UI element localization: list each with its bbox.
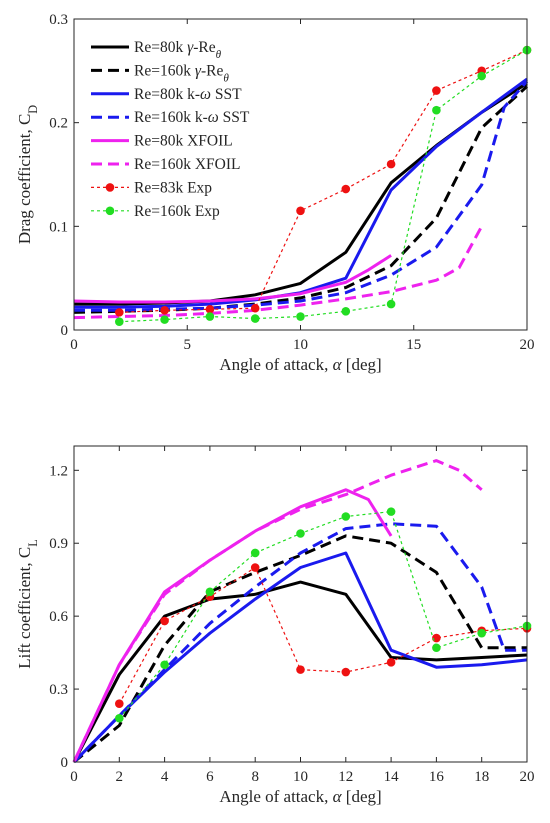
data-point [296,206,305,216]
x-tick-label: 15 [406,337,421,353]
legend-label: Re=160k γ-Reθ [134,62,229,84]
data-point [386,658,396,667]
data-point [386,159,396,169]
series-group [72,459,532,764]
x-tick-label: 20 [520,337,535,353]
series-line-4 [73,254,392,304]
data-point [477,628,487,638]
x-tick-label: 10 [293,337,308,353]
legend-label: Re=80k k-ω SST [134,86,242,103]
data-point [160,616,169,626]
series-line-4 [72,488,393,763]
series-line-5 [73,225,484,320]
data-point [432,105,441,115]
data-point [250,303,260,313]
x-tick-label: 0 [70,337,78,353]
legend-label: Re=80k γ-Reθ [134,39,222,61]
data-point [477,71,487,81]
x-tick-label: 14 [384,769,400,785]
x-axis-label: Angle of attack, α [deg] [219,355,381,374]
y-tick-label: 0.9 [49,536,68,552]
axes-box [73,445,528,763]
chart-panel-drag: 0 5 10 15 20 0 0.1 0.2 0.3 Angle of attack, α [de… [15,12,535,374]
data-point [205,587,215,597]
legend-label: Re=83k Exp [134,179,212,196]
data-point [115,308,124,317]
y-tick-label: 0.1 [49,219,68,235]
legend-label: Re=160k Exp [134,203,220,220]
data-point [160,315,169,324]
data-point [341,667,351,677]
data-point [205,312,215,321]
data-point [250,548,260,558]
y-tick-label: 0 [61,755,69,771]
x-tick-label: 8 [251,769,259,785]
series-line-1 [73,534,527,764]
data-point [386,299,396,309]
series-line-7 [119,49,528,323]
y-tick-label: 0 [61,323,69,339]
series-line-7 [118,511,528,719]
y-tick-label: 0.3 [49,682,68,698]
data-point [432,86,441,95]
data-point [115,713,124,723]
data-point [115,699,124,708]
legend-label: Re=80k XFOIL [134,133,233,150]
x-tick-label: 6 [206,769,214,785]
series-group [73,45,532,327]
series-line-6 [119,49,528,313]
chart-panel-lift: 0 2 4 6 8 10 12 14 16 18 20 0 0.3 0.6 0.9 1.2 Angle of a… [15,445,535,806]
x-tick-label: 0 [70,769,78,785]
legend-label: Re=160k XFOIL [134,156,240,173]
data-point [160,660,169,670]
series-line-3 [74,80,529,312]
data-point [296,529,305,538]
data-point [341,307,351,316]
legend-marker [105,183,115,192]
y-tick-label: 0.6 [49,609,68,625]
data-point [296,312,305,321]
y-axis-label: Drag coefficient, CD [15,105,40,244]
x-tick-label: 18 [474,769,489,785]
data-point [296,665,305,674]
series-line-5 [72,459,483,763]
series-line-0 [72,580,528,763]
data-point [250,563,260,572]
legend-label: Re=160k k-ω SST [134,109,250,126]
y-tick-label: 1.2 [49,463,68,479]
y-tick-label: 0.2 [49,116,68,132]
x-tick-label: 10 [293,769,308,785]
data-point [341,184,351,194]
legend-marker [105,206,115,216]
data-point [386,507,396,516]
data-point [115,317,124,327]
y-tick-label: 0.3 [49,12,68,28]
x-tick-label: 5 [184,337,192,353]
data-point [432,643,441,653]
x-tick-label: 20 [520,769,535,785]
x-tick-label: 4 [161,769,169,785]
x-axis-label: Angle of attack, α [deg] [219,787,381,806]
series-line-3 [72,522,527,764]
data-point [341,512,351,521]
data-point [205,304,215,314]
data-point [160,306,169,315]
data-point [250,314,260,323]
x-tick-label: 2 [116,769,124,785]
y-axis-label: Lift coefficient, CL [15,539,40,668]
x-tick-label: 16 [429,769,445,785]
x-tick-label: 12 [338,769,353,785]
